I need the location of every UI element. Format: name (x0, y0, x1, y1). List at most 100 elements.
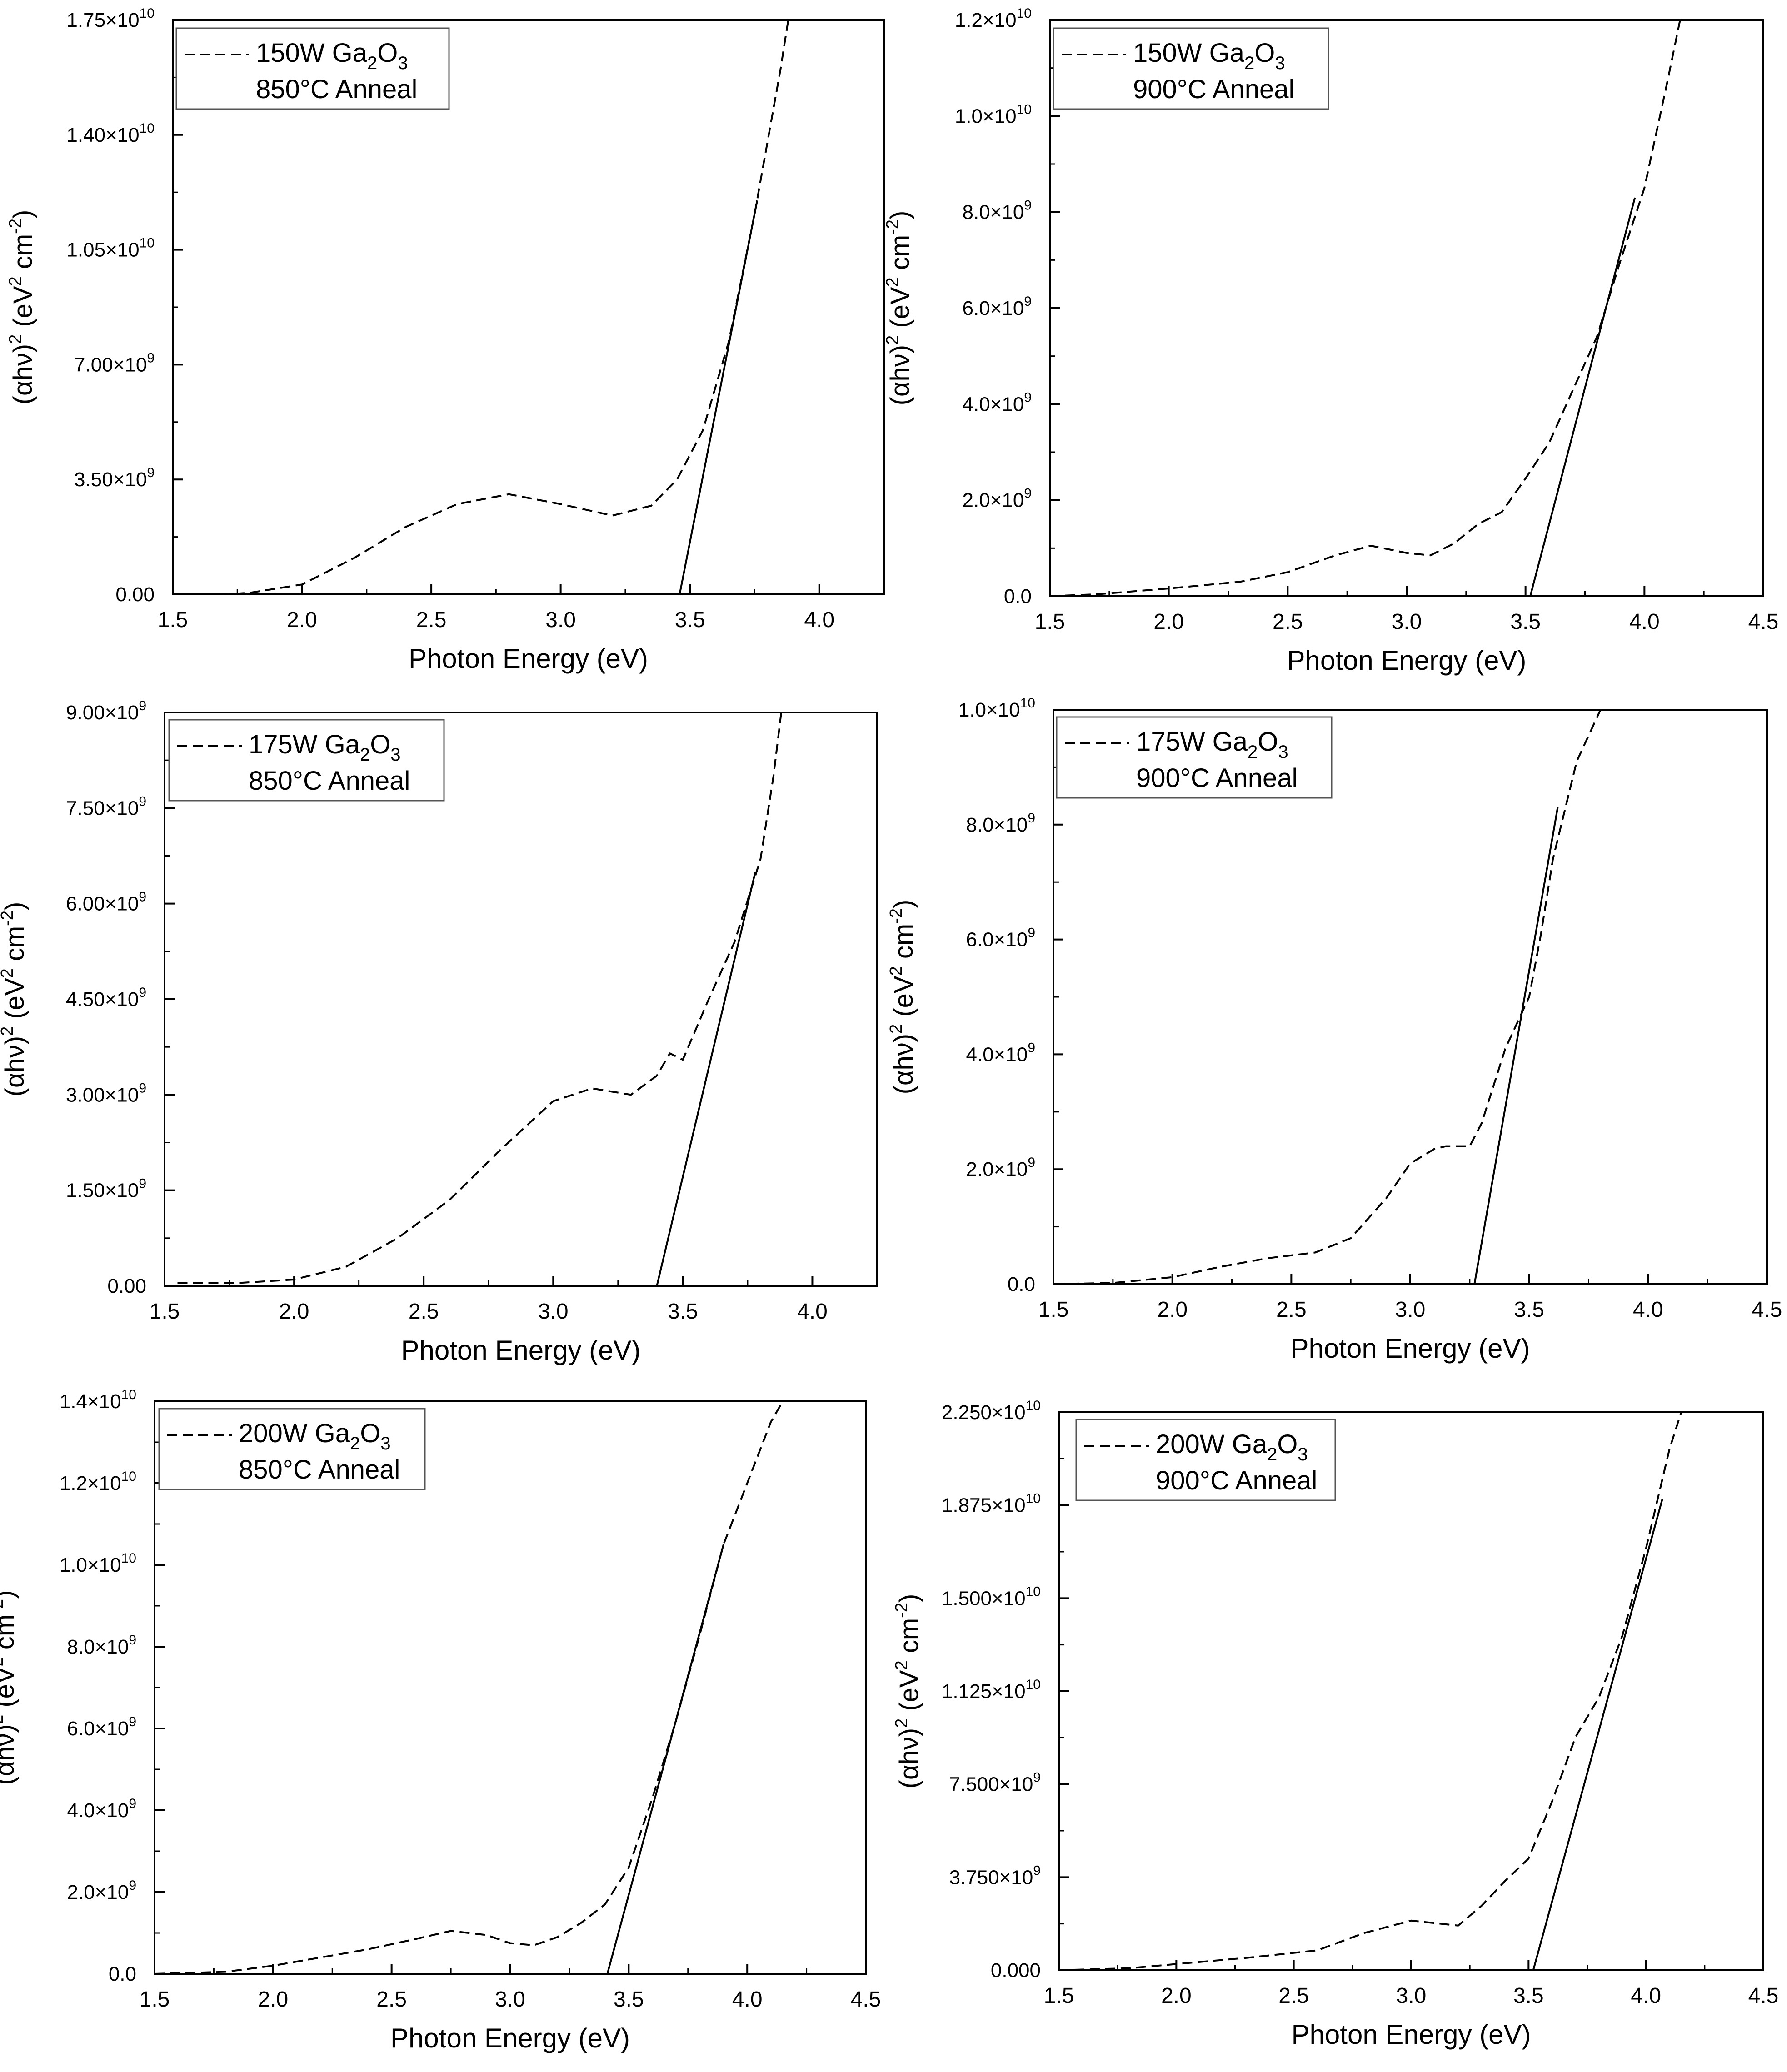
chart5-panel: 1.5 2.0 2.5 3.0 3.5 4.0 4.5 0.0 2.0×109 4.0×109 6.… (0, 1387, 881, 2053)
chart1-y-tick-label: 0.00 (115, 583, 155, 606)
chart4-x-tick-label: 3.5 (1514, 1298, 1544, 1322)
chart1-series-fit-line (679, 200, 759, 594)
chart2-x-tick-label: 1.5 (1035, 610, 1065, 634)
chart3-legend-label: 175W Ga2O3 (249, 730, 401, 765)
chart4-x-tick-label: 3.0 (1395, 1298, 1426, 1322)
chart1-y-tick-label: 1.05×1010 (66, 236, 155, 261)
chart5-x-tick-label: 3.5 (614, 1987, 644, 2012)
chart4-legend-label: 175W Ga2O3 (1136, 727, 1288, 762)
chart3-x-tick-label: 2.5 (409, 1300, 439, 1324)
chart5-legend-anneal-label: 850°C Anneal (239, 1455, 400, 1484)
chart1-legend-label: 150W Ga2O3 (256, 38, 408, 73)
chart5-y-tick-label: 6.0×109 (67, 1714, 137, 1740)
chart4-y-tick-label: 0.0 (1008, 1273, 1035, 1295)
chart5-y-tick-label: 1.2×1010 (60, 1469, 136, 1494)
chart3-x-tick-label: 1.5 (150, 1300, 180, 1324)
chart2-panel: 1.5 2.0 2.5 3.0 3.5 4.0 4.5 0.0 2.0×109 4.0×109 6.… (883, 6, 1778, 676)
chart5-x-tick-label: 2.5 (376, 1987, 407, 2012)
chart2-y-tick-label: 1.2×1010 (955, 6, 1032, 31)
chart5-x-tick-label: 4.5 (851, 1987, 881, 2012)
chart4-x-tick-label: 2.5 (1276, 1298, 1307, 1322)
chart6-y-tick-label: 1.875×1010 (942, 1491, 1041, 1517)
chart5-legend-label: 200W Ga2O3 (239, 1419, 391, 1454)
chart4-y-tick-label: 1.0×1010 (958, 696, 1035, 721)
chart2-x-tick-label: 3.0 (1392, 610, 1422, 634)
chart3-series-data-line (177, 712, 782, 1284)
chart3-y-tick-label: 0.00 (107, 1275, 146, 1297)
chart2-legend-anneal-label: 900°C Anneal (1133, 75, 1294, 104)
chart5-x-tick-label: 3.0 (495, 1987, 525, 2012)
chart4-y-axis-label: (αhν)2 (eV2 cm-2) (887, 900, 918, 1095)
chart4-legend-anneal-label: 900°C Anneal (1136, 763, 1298, 793)
chart2-x-tick-label: 4.5 (1748, 610, 1779, 634)
chart3-y-tick-label: 9.00×109 (66, 698, 146, 724)
chart6-y-tick-label: 2.250×1010 (942, 1398, 1041, 1424)
chart3-y-tick-label: 4.50×109 (66, 985, 146, 1011)
chart6-y-tick-label: 1.500×1010 (942, 1584, 1041, 1609)
chart5-x-tick-label: 4.0 (732, 1987, 763, 2012)
chart2-y-tick-label: 1.0×1010 (955, 102, 1032, 127)
chart5-legend-box (158, 1408, 426, 1490)
chart4-x-tick-label: 4.5 (1752, 1298, 1782, 1322)
chart6-legend-label: 200W Ga2O3 (1156, 1429, 1308, 1464)
chart4-x-axis-label: Photon Energy (eV) (1291, 1333, 1530, 1364)
chart2-x-axis-label: Photon Energy (eV) (1287, 645, 1527, 676)
chart1-legend-box (175, 27, 450, 110)
chart2-y-tick-label: 8.0×109 (963, 198, 1032, 224)
chart2-x-tick-label: 3.5 (1510, 610, 1541, 634)
chart3-y-axis-label: (αhν)2 (eV2 cm-2) (0, 902, 30, 1097)
chart4-y-tick-label: 4.0×109 (966, 1040, 1036, 1066)
chart5-y-tick-label: 4.0×109 (67, 1796, 137, 1822)
chart1-x-tick-label: 4.0 (804, 608, 834, 632)
chart2-series-fit-line (1529, 197, 1636, 596)
chart2-y-tick-label: 6.0×109 (963, 294, 1032, 319)
chart1-x-tick-label: 1.5 (158, 608, 188, 632)
chart6-series-data-line (1059, 1412, 1682, 1970)
chart1-panel: 1.5 2.0 2.5 3.0 3.5 4.0 0.00 3.50×109 7.00×109 1.… (6, 6, 885, 674)
chart6-legend-box (1075, 1419, 1336, 1501)
chart3-y-tick-label: 7.50×109 (66, 794, 146, 819)
chart6-x-tick-label: 2.5 (1278, 1984, 1309, 2008)
chart1-y-tick-label: 3.50×109 (74, 465, 155, 491)
chart3-x-tick-label: 2.0 (279, 1300, 309, 1324)
chart1-x-axis-label: Photon Energy (eV) (409, 643, 648, 674)
chart2-x-tick-label: 4.0 (1629, 610, 1660, 634)
chart2-y-tick-label: 4.0×109 (963, 390, 1032, 415)
chart2-x-tick-label: 2.5 (1273, 610, 1303, 634)
chart3-x-tick-label: 4.0 (797, 1300, 828, 1324)
chart6-legend-anneal-label: 900°C Anneal (1156, 1466, 1317, 1495)
chart6-y-tick-label: 1.125×1010 (942, 1677, 1041, 1703)
chart5-x-axis-label: Photon Energy (eV) (390, 2023, 630, 2053)
chart5-y-tick-label: 2.0×109 (67, 1878, 137, 1903)
chart6-x-tick-label: 1.5 (1044, 1984, 1074, 2008)
chart6-x-tick-label: 3.5 (1513, 1984, 1544, 2008)
chart3-panel: 1.5 2.0 2.5 3.0 3.5 4.0 0.00 1.50×109 3.00×109 4.… (0, 698, 878, 1365)
chart3-x-axis-label: Photon Energy (eV) (401, 1335, 641, 1365)
chart1-y-tick-label: 7.00×109 (74, 350, 155, 376)
chart4-y-tick-label: 6.0×109 (966, 926, 1036, 951)
chart1-y-tick-label: 1.40×1010 (66, 121, 155, 146)
chart3-x-tick-label: 3.5 (668, 1300, 698, 1324)
chart5-y-tick-label: 8.0×109 (67, 1633, 137, 1658)
chart3-y-tick-label: 3.00×109 (66, 1081, 146, 1106)
chart3-y-tick-label: 6.00×109 (66, 890, 146, 915)
chart1-x-tick-label: 3.0 (545, 608, 576, 632)
chart1-y-axis-label: (αhν)2 (eV2 cm-2) (6, 210, 38, 405)
chart4-x-tick-label: 2.0 (1157, 1298, 1188, 1322)
chart2-legend-label: 150W Ga2O3 (1133, 38, 1285, 73)
chart2-legend-box (1053, 27, 1329, 110)
chart4-x-tick-label: 1.5 (1038, 1298, 1069, 1322)
chart3-series-fit-line (656, 872, 756, 1286)
chart6-y-tick-label: 0.000 (991, 1959, 1041, 1982)
chart3-x-tick-label: 3.0 (538, 1300, 569, 1324)
chart4-y-tick-label: 2.0×109 (966, 1155, 1036, 1180)
chart5-series-data-line (155, 1401, 784, 1974)
chart4-series-fit-line (1473, 807, 1559, 1284)
chart2-y-axis-label: (αhν)2 (eV2 cm-2) (883, 211, 915, 406)
